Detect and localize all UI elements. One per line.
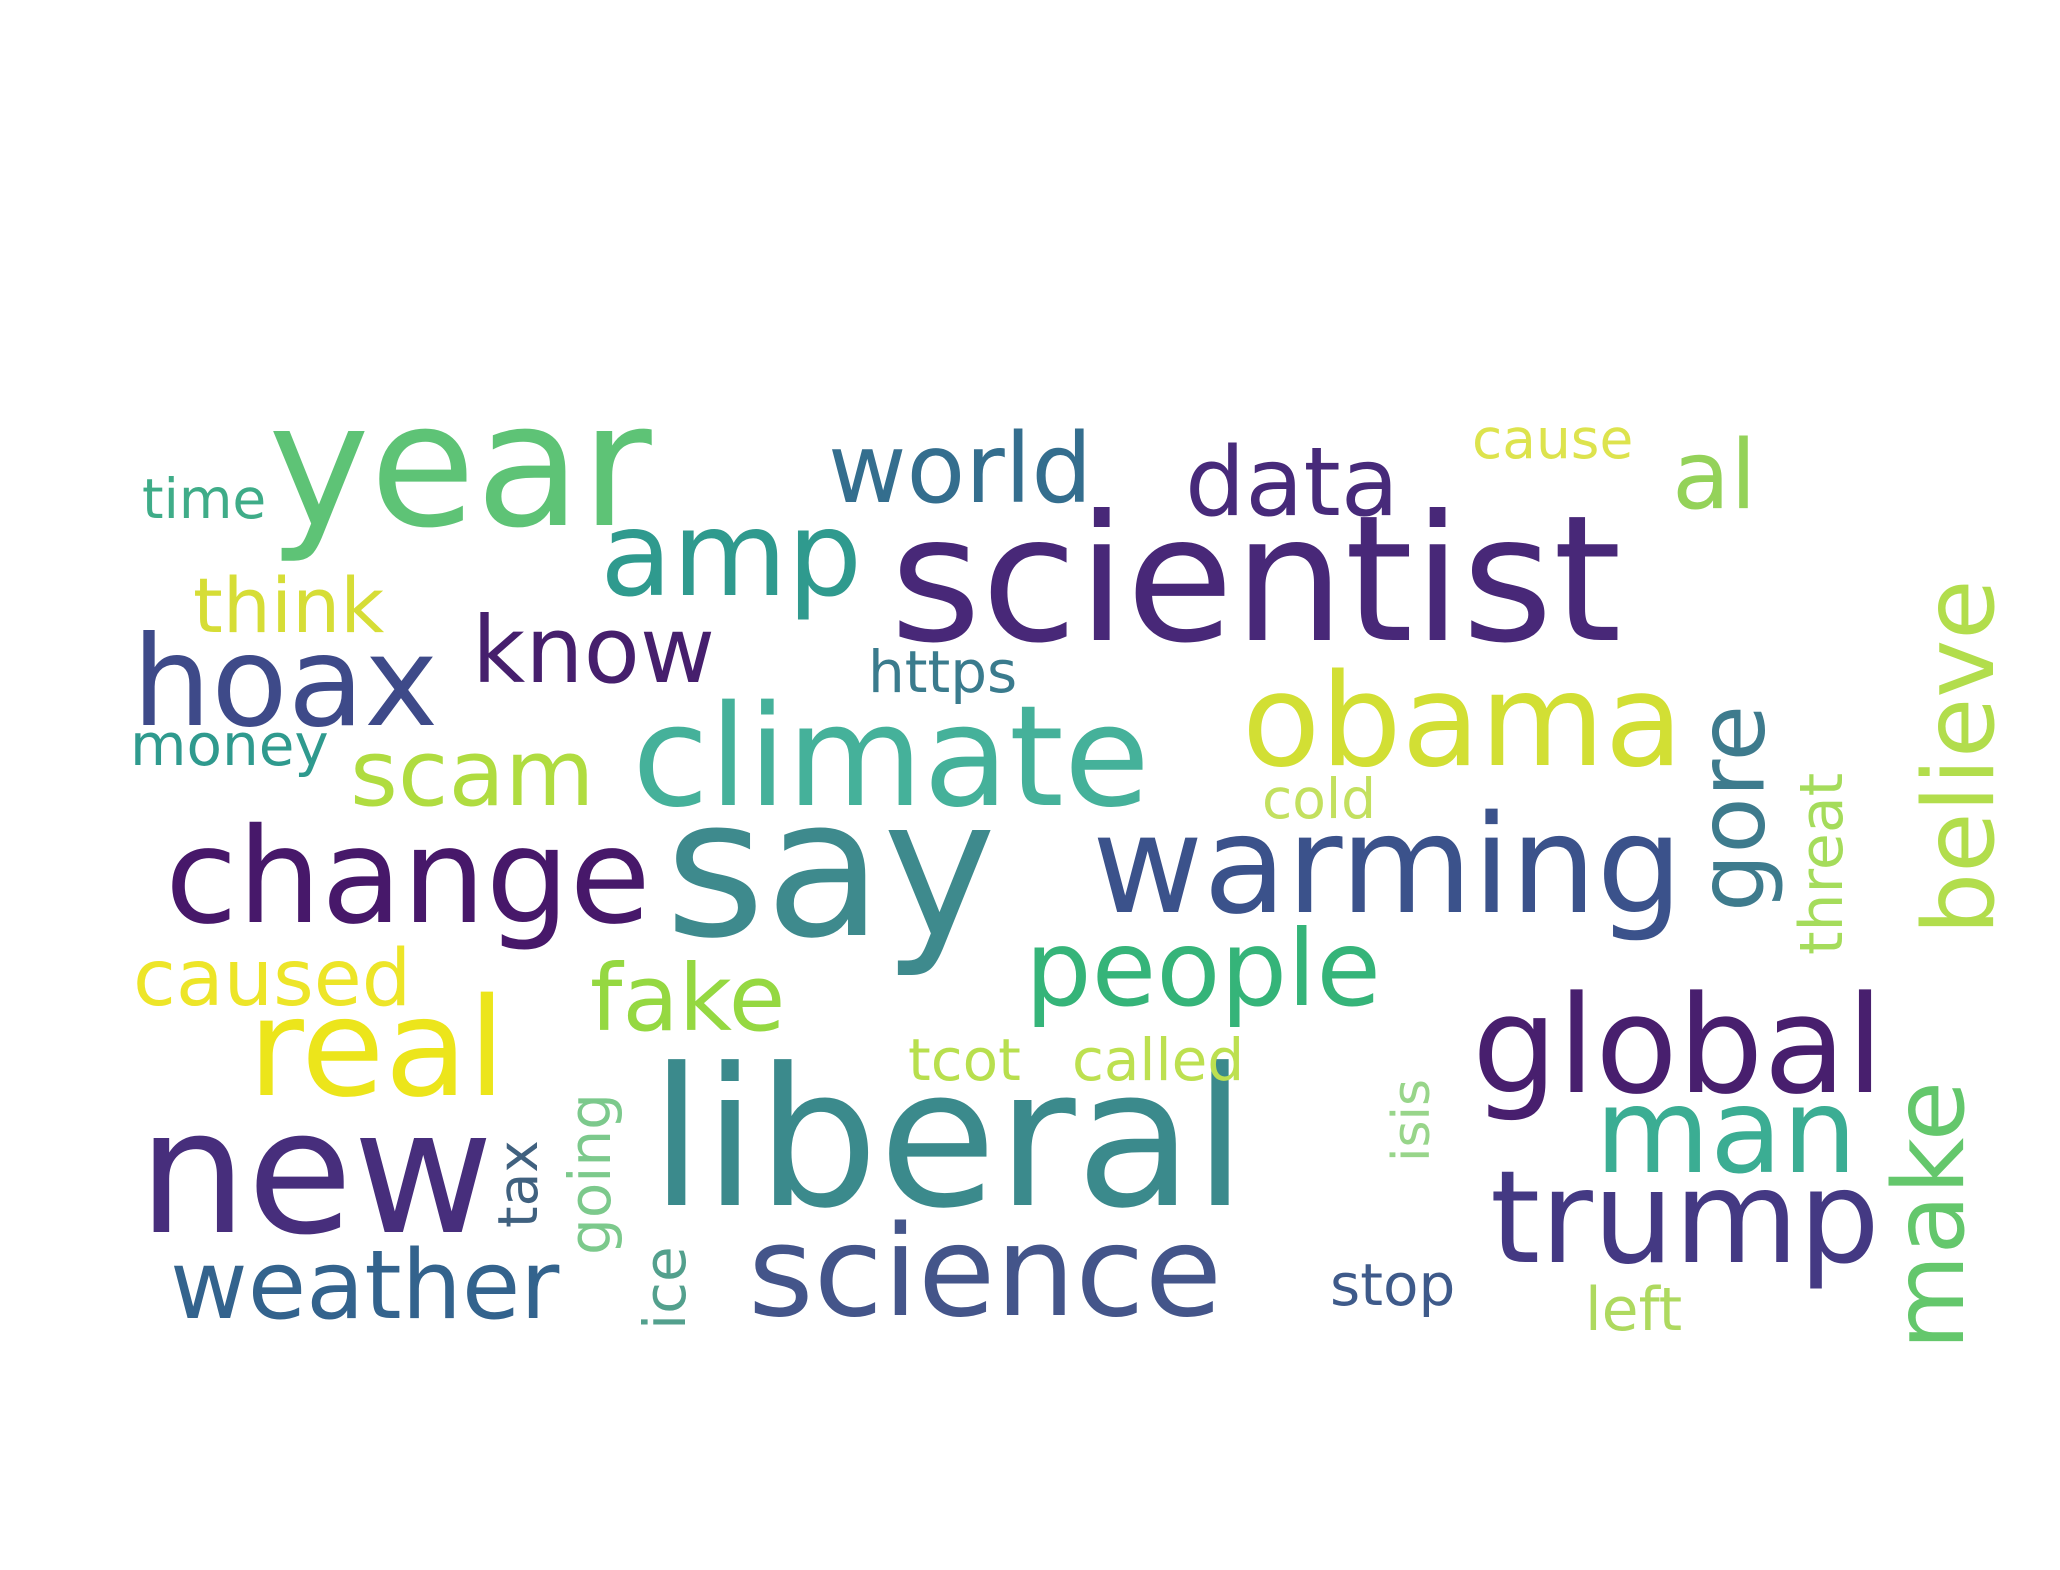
word-warming: warming <box>1092 787 1683 945</box>
word-https: https <box>868 638 1017 706</box>
word-obama: obama <box>1242 647 1683 796</box>
word-tcot: tcot <box>908 1026 1021 1094</box>
word-scientist: scientist <box>890 479 1622 682</box>
word-make: make <box>1873 1081 1987 1350</box>
word-year: year <box>268 365 652 566</box>
word-science: science <box>748 1198 1222 1345</box>
word-world: world <box>828 413 1092 525</box>
word-left: left <box>1585 1275 1682 1345</box>
word-called: called <box>1072 1026 1244 1094</box>
word-think: think <box>193 561 384 650</box>
word-global: global <box>1472 967 1884 1124</box>
word-money: money <box>130 711 329 779</box>
word-know: know <box>472 597 715 704</box>
word-trump: trump <box>1490 1144 1880 1293</box>
word-climate: climate <box>632 676 1150 839</box>
word-people: people <box>1025 908 1381 1030</box>
word-al: al <box>1672 421 1757 531</box>
word-time: time <box>142 467 266 531</box>
word-believe: believe <box>1903 579 2017 935</box>
word-liberal: liberal <box>650 1028 1247 1251</box>
word-scam: scam <box>350 720 595 827</box>
word-man: man <box>1595 1062 1857 1200</box>
word-threat: threat <box>1787 773 1857 955</box>
word-data: data <box>1185 428 1399 538</box>
word-hoax: hoax <box>132 610 438 755</box>
word-gore: gore <box>1679 705 1786 912</box>
word-caused: caused <box>133 934 411 1024</box>
word-stop: stop <box>1330 1251 1455 1319</box>
word-isis: isis <box>1382 1079 1442 1162</box>
word-going: going <box>556 1093 624 1255</box>
word-cause: cause <box>1472 407 1633 471</box>
word-say: say <box>665 758 996 981</box>
word-change: change <box>165 800 651 954</box>
word-real: real <box>248 970 506 1128</box>
word-cold: cold <box>1262 767 1376 831</box>
word-fake: fake <box>590 945 785 1052</box>
word-ice: ice <box>631 1246 699 1330</box>
word-weather: weather <box>170 1231 560 1341</box>
word-amp: amp <box>600 485 862 623</box>
word-tax: tax <box>486 1140 550 1228</box>
word-new: new <box>138 1072 494 1273</box>
